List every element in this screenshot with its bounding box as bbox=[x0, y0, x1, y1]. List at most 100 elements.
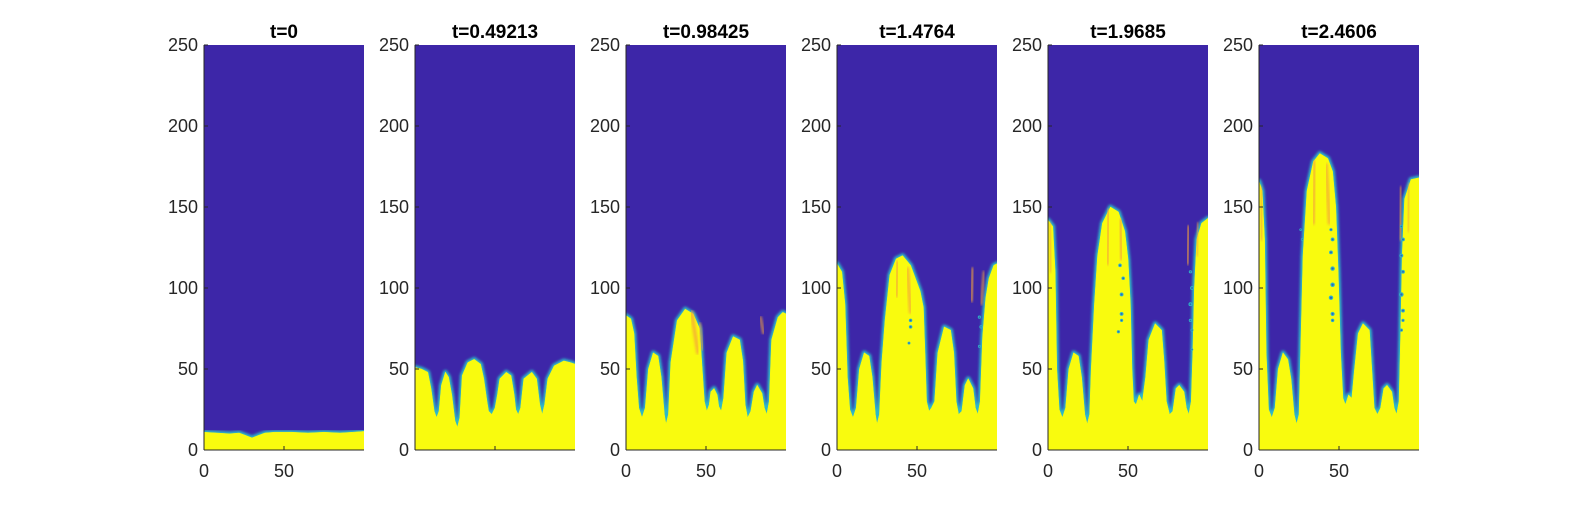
droplet-core bbox=[978, 345, 981, 348]
y-tick-label: 50 bbox=[1022, 359, 1042, 379]
dense-fluid-region bbox=[626, 308, 786, 450]
y-tick-label: 250 bbox=[1223, 35, 1253, 55]
y-tick-label: 50 bbox=[1233, 359, 1253, 379]
droplet-core bbox=[1331, 238, 1334, 241]
droplet-core bbox=[1331, 283, 1334, 286]
y-tick-label: 100 bbox=[590, 278, 620, 298]
y-tick-label: 200 bbox=[168, 116, 198, 136]
droplet-core bbox=[908, 342, 910, 344]
droplet-core bbox=[1191, 348, 1193, 351]
droplet-core bbox=[1117, 330, 1120, 333]
y-tick-label: 50 bbox=[600, 359, 620, 379]
x-tick-label: 50 bbox=[274, 461, 294, 481]
y-tick-label: 50 bbox=[389, 359, 409, 379]
panel-title: t=0 bbox=[270, 22, 298, 43]
background-fluid bbox=[204, 45, 364, 450]
y-tick-label: 50 bbox=[178, 359, 198, 379]
droplet-core bbox=[1402, 309, 1404, 312]
panel-1: 0 50 100 150 200 250 0 50 t=0 bbox=[168, 22, 364, 481]
y-tick-label: 200 bbox=[590, 116, 620, 136]
field-plot bbox=[1259, 45, 1419, 450]
droplet-core bbox=[1120, 312, 1123, 315]
y-tick-label: 200 bbox=[1012, 116, 1042, 136]
inner-streak bbox=[1048, 221, 1053, 273]
y-tick-label: 50 bbox=[811, 359, 831, 379]
droplet-core bbox=[1119, 264, 1121, 267]
droplet-core bbox=[1402, 319, 1404, 322]
field-plot bbox=[415, 45, 575, 450]
droplet-core bbox=[1331, 319, 1334, 322]
droplet-core bbox=[1189, 271, 1192, 273]
inner-streak bbox=[1324, 163, 1332, 225]
dense-fluid-region bbox=[837, 255, 997, 450]
y-tick-label: 200 bbox=[1223, 116, 1253, 136]
droplet-core bbox=[978, 316, 981, 318]
inner-streak bbox=[1185, 225, 1191, 266]
y-tick-label: 150 bbox=[801, 197, 831, 217]
x-tick-label: 0 bbox=[1043, 461, 1053, 481]
panel-5: 0 50 100 150 200 250 0 50 t=1.9685 bbox=[1012, 22, 1208, 481]
panel-title: t=2.4606 bbox=[1301, 22, 1377, 43]
x-tick-label: 0 bbox=[199, 461, 209, 481]
droplet-core bbox=[1400, 225, 1403, 228]
droplet-core bbox=[1189, 303, 1192, 306]
panel-3: 0 50 100 150 200 250 0 50 t=0.98425 bbox=[590, 22, 786, 481]
y-tick-label: 100 bbox=[1012, 278, 1042, 298]
inner-streak bbox=[698, 322, 704, 351]
inner-streak bbox=[905, 266, 913, 314]
y-tick-label: 250 bbox=[1012, 35, 1042, 55]
y-tick-label: 0 bbox=[1032, 440, 1042, 460]
droplet-core bbox=[1120, 319, 1123, 322]
y-tick-label: 250 bbox=[168, 35, 198, 55]
droplet-core bbox=[1330, 251, 1332, 254]
inner-streak bbox=[1398, 186, 1403, 241]
y-tick-label: 250 bbox=[801, 35, 831, 55]
y-tick-label: 100 bbox=[379, 278, 409, 298]
y-tick-label: 150 bbox=[379, 197, 409, 217]
y-tick-label: 100 bbox=[168, 278, 198, 298]
y-tick-label: 0 bbox=[188, 440, 198, 460]
droplet-core bbox=[1331, 312, 1334, 315]
y-tick-label: 0 bbox=[610, 440, 620, 460]
droplet-core bbox=[1191, 329, 1193, 331]
panel-title: t=1.9685 bbox=[1090, 22, 1166, 43]
dense-fluid-region bbox=[1259, 153, 1419, 450]
inner-streak bbox=[979, 270, 986, 306]
inner-streak bbox=[1259, 186, 1264, 241]
field-plot bbox=[837, 45, 997, 450]
droplet-core bbox=[1329, 296, 1333, 299]
inner-streak bbox=[1311, 160, 1317, 225]
y-tick-label: 150 bbox=[1012, 197, 1042, 217]
droplet-core bbox=[1400, 293, 1403, 296]
y-tick-label: 0 bbox=[1243, 440, 1253, 460]
droplet-core bbox=[1122, 277, 1125, 280]
x-tick-label: 0 bbox=[621, 461, 631, 481]
panel-2: 0 50 100 150 200 250 t=0.49213 bbox=[379, 22, 575, 460]
droplet-core bbox=[1120, 293, 1123, 296]
y-tick-label: 0 bbox=[821, 440, 831, 460]
y-tick-label: 200 bbox=[379, 116, 409, 136]
inner-streak bbox=[970, 267, 975, 303]
droplet-core bbox=[1402, 238, 1404, 241]
panel-title: t=0.49213 bbox=[452, 22, 538, 43]
droplet-core bbox=[980, 326, 982, 328]
inner-streak bbox=[1118, 218, 1124, 261]
inner-streak bbox=[1105, 208, 1111, 266]
inner-streak bbox=[759, 315, 765, 335]
dense-fluid-region bbox=[1048, 206, 1208, 450]
panel-6: 0 50 100 150 200 250 0 50 t=2.4606 bbox=[1223, 22, 1419, 481]
x-tick-label: 50 bbox=[696, 461, 716, 481]
x-tick-label: 50 bbox=[907, 461, 927, 481]
x-tick-label: 50 bbox=[1329, 461, 1349, 481]
panel-title: t=0.98425 bbox=[663, 22, 750, 43]
x-tick-label: 0 bbox=[832, 461, 842, 481]
droplet-core bbox=[1301, 238, 1303, 241]
y-tick-label: 100 bbox=[801, 278, 831, 298]
droplet-core bbox=[909, 326, 912, 328]
y-tick-label: 150 bbox=[590, 197, 620, 217]
droplet-core bbox=[1331, 267, 1334, 270]
droplet-core bbox=[1400, 329, 1403, 331]
droplet-core bbox=[1402, 270, 1404, 273]
x-tick-label: 0 bbox=[1254, 461, 1264, 481]
